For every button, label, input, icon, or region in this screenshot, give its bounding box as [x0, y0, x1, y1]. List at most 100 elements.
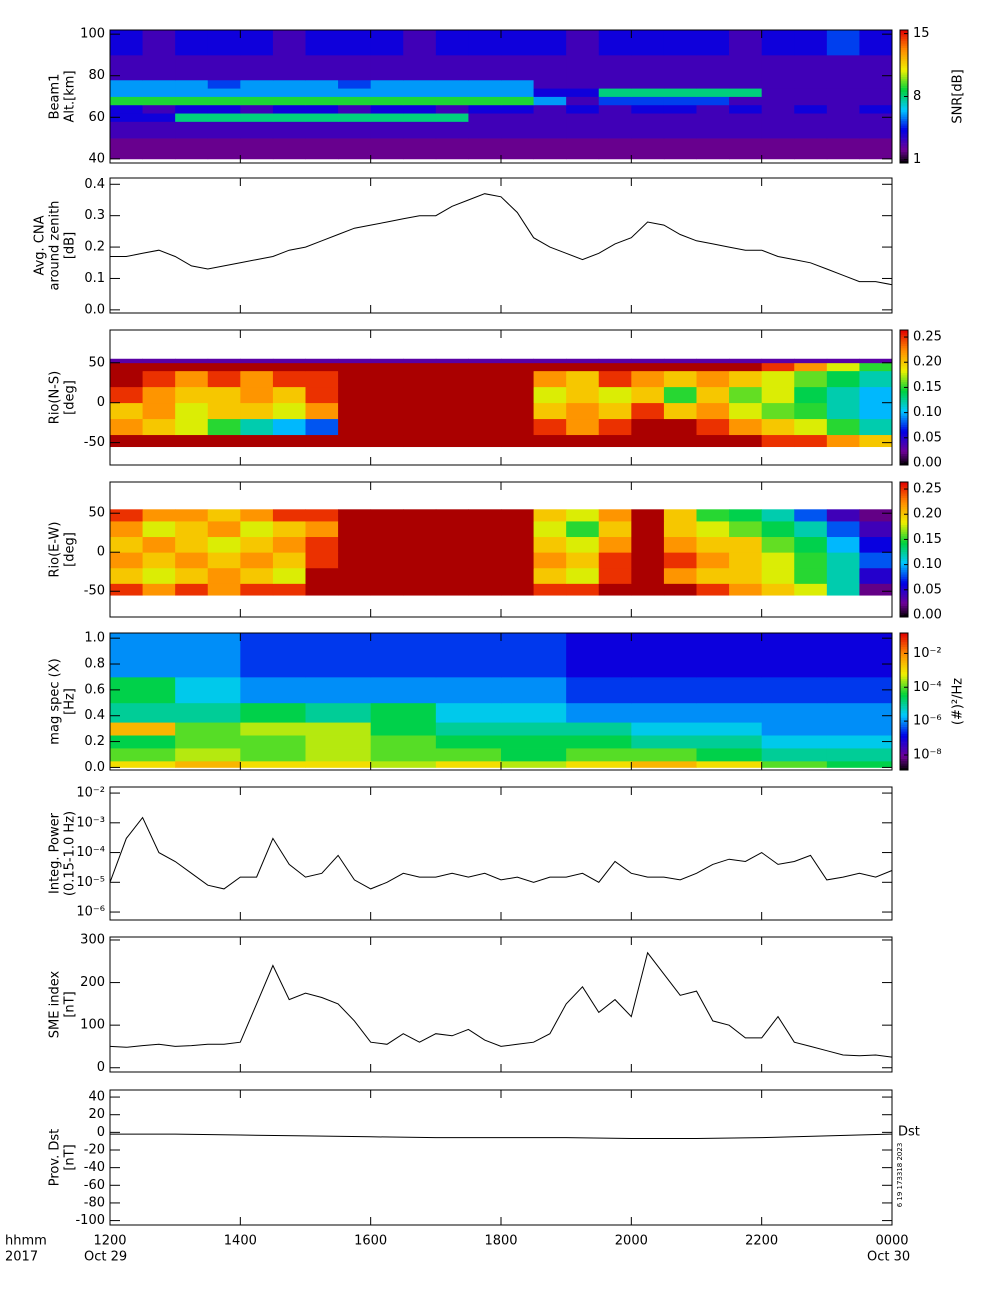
- colorbar-step: [900, 138, 908, 142]
- heat-cell: [794, 362, 828, 372]
- heat-cell: [566, 521, 600, 538]
- heat-cell: [696, 748, 763, 762]
- heat-cell: [175, 370, 209, 388]
- heat-cell: [338, 54, 372, 81]
- heat-cell: [370, 676, 437, 704]
- heat-cell: [207, 121, 241, 139]
- heat-cell: [207, 521, 241, 538]
- heat-cell: [566, 676, 632, 704]
- colorbar-step: [900, 63, 908, 66]
- heat-cell: [566, 358, 600, 364]
- heat-cell: [631, 88, 665, 97]
- colorbar-step: [900, 388, 908, 392]
- heat-cell: [305, 370, 339, 388]
- heat-cell: [729, 536, 763, 553]
- colorbar-step: [900, 30, 908, 33]
- x-tick-label: 1200: [93, 1234, 126, 1249]
- heat-cell: [631, 552, 665, 569]
- colorbar-step: [900, 724, 908, 727]
- heat-cell: [142, 567, 176, 584]
- colorbar-step: [900, 651, 908, 654]
- heat-cell: [338, 386, 372, 404]
- colorbar-step: [900, 701, 908, 705]
- heat-cell: [566, 402, 600, 420]
- heat-cell: [663, 370, 697, 388]
- heat-cell: [826, 509, 860, 522]
- heat-cell: [696, 418, 730, 436]
- heat-cell: [696, 54, 730, 81]
- heat-cell: [435, 30, 469, 56]
- heat-cell: [501, 54, 534, 81]
- heat-cell: [696, 386, 730, 404]
- heat-cell: [598, 567, 632, 584]
- colorbar-step: [900, 366, 908, 369]
- heat-cell: [272, 552, 306, 569]
- heat-cell: [761, 552, 795, 569]
- heat-cell: [761, 418, 795, 436]
- y-axis-label: [deg]: [63, 532, 78, 567]
- colorbar-step: [900, 103, 908, 106]
- heat-cell: [142, 386, 176, 404]
- heat-cell: [729, 362, 763, 372]
- heat-cell: [826, 386, 860, 404]
- heat-cell: [468, 121, 502, 139]
- heat-cell: [566, 418, 600, 436]
- heat-cell: [663, 552, 697, 569]
- heat-cell: [696, 96, 730, 106]
- colorbar-step: [900, 149, 908, 153]
- y-tick-label: 1.0: [84, 631, 105, 646]
- heat-cell: [501, 722, 567, 736]
- colorbar-step: [900, 114, 908, 117]
- colorbar-step: [900, 706, 908, 709]
- heat-cell: [370, 104, 404, 114]
- colorbar-step: [900, 495, 908, 499]
- heat-cell: [435, 567, 469, 584]
- colorbar-step: [900, 533, 908, 537]
- heat-cell: [631, 113, 665, 122]
- heat-cell: [110, 735, 176, 749]
- heat-cell: [338, 370, 372, 388]
- heat-cell: [826, 521, 860, 538]
- colorbar-step: [900, 393, 908, 396]
- heat-cell: [794, 121, 828, 139]
- colorbar-step: [900, 395, 908, 398]
- heat-cell: [859, 402, 893, 420]
- colorbar-step: [900, 440, 908, 443]
- colorbar-step: [900, 72, 908, 75]
- heat-cell: [501, 138, 534, 160]
- heat-cell: [305, 509, 339, 522]
- heat-cell: [175, 402, 209, 420]
- heat-cell: [663, 521, 697, 538]
- colorbar-step: [900, 460, 908, 464]
- heat-cell: [240, 633, 306, 678]
- heat-cell: [142, 96, 176, 106]
- heat-cell: [272, 386, 306, 404]
- heat-cell: [175, 521, 209, 538]
- heat-cell: [142, 30, 176, 56]
- heat-cell: [403, 54, 437, 81]
- y-tick-label: 50: [88, 355, 105, 370]
- heat-cell: [370, 54, 404, 81]
- heat-cell: [501, 370, 534, 388]
- heat-cell: [761, 735, 828, 749]
- heat-cell: [566, 121, 600, 139]
- y-tick-label: -60: [84, 1178, 105, 1193]
- heat-cell: [501, 633, 567, 678]
- heat-cell: [338, 96, 372, 106]
- colorbar-step: [900, 581, 908, 584]
- heat-cell: [631, 402, 665, 420]
- heat-cell: [696, 434, 730, 448]
- heat-cell: [696, 702, 763, 723]
- heat-cell: [826, 402, 860, 420]
- y-tick-label: 0.8: [84, 657, 105, 672]
- colorbar-step: [900, 96, 908, 100]
- colorbar-step: [900, 644, 908, 647]
- colorbar-step: [900, 699, 908, 702]
- heat-cell: [794, 402, 828, 420]
- heat-cell: [403, 552, 437, 569]
- heat-cell: [435, 362, 469, 372]
- colorbar-step: [900, 690, 908, 693]
- colorbar-step: [900, 596, 908, 600]
- colorbar-step: [900, 332, 908, 335]
- colorbar-step: [900, 402, 908, 405]
